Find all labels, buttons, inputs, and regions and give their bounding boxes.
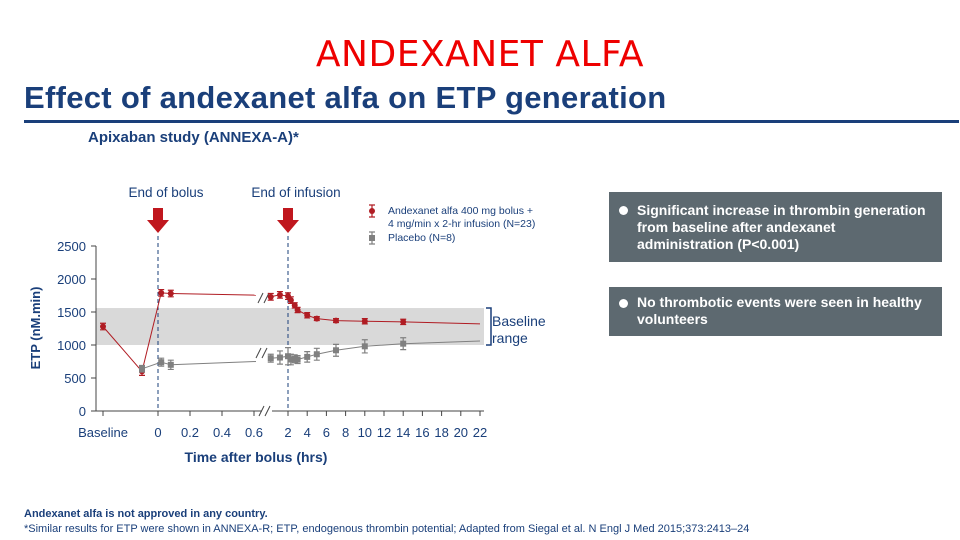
y-tick-label: 1000 <box>57 338 86 353</box>
x-tick-label: 2 <box>284 425 291 440</box>
y-tick-label: 500 <box>64 371 86 386</box>
info-panel-safety: No thrombotic events were seen in health… <box>609 287 942 336</box>
event-marker-label: End of infusion <box>251 185 340 200</box>
x-tick-label: Baseline <box>78 425 128 440</box>
data-point <box>304 312 311 319</box>
data-point <box>139 365 145 372</box>
x-tick-label: 0.6 <box>245 425 263 440</box>
data-point <box>361 343 368 350</box>
x-tick-label: 18 <box>434 425 448 440</box>
data-point <box>294 307 301 314</box>
data-point <box>287 356 294 363</box>
x-tick-label: 4 <box>304 425 311 440</box>
legend-marker <box>369 208 375 214</box>
data-point <box>304 353 311 360</box>
data-point <box>158 359 165 366</box>
event-marker-label: End of bolus <box>128 185 203 200</box>
x-tick-label: 0 <box>154 425 161 440</box>
data-point <box>276 354 283 361</box>
series-line <box>102 292 171 373</box>
y-tick-label: 2500 <box>57 239 86 254</box>
x-tick-label: 14 <box>396 425 410 440</box>
series-line <box>170 361 257 366</box>
series-break-icon <box>255 347 268 359</box>
baseline-range-band <box>96 308 484 345</box>
data-point <box>333 317 339 324</box>
x-tick-label: 0.4 <box>213 425 231 440</box>
y-tick-label: 0 <box>79 404 86 419</box>
data-point <box>313 351 320 358</box>
slide-title: Effect of andexanet alfa on ETP generati… <box>24 80 667 115</box>
baseline-range-label: Baseline <box>492 313 546 329</box>
panel-text: Significant increase in thrombin generat… <box>637 202 926 252</box>
title-divider <box>24 120 959 123</box>
data-point <box>313 315 320 322</box>
data-point <box>294 356 301 363</box>
x-tick-label: 10 <box>358 425 372 440</box>
x-tick-label: 12 <box>377 425 391 440</box>
legend-marker <box>369 235 375 241</box>
data-point <box>400 340 407 347</box>
axis-break-icon <box>258 405 271 417</box>
legend-label: 4 mg/min x 2-hr infusion (N=23) <box>388 218 535 230</box>
source-footnote: *Similar results for ETP were shown in A… <box>24 523 750 535</box>
chart-subtitle: Apixaban study (ANNEXA-A)* <box>88 129 299 146</box>
data-point <box>400 318 407 325</box>
panel-text: No thrombotic events were seen in health… <box>637 294 922 327</box>
data-point <box>333 347 339 354</box>
y-tick-label: 1500 <box>57 305 86 320</box>
x-tick-label: 20 <box>454 425 468 440</box>
y-tick-label: 2000 <box>57 272 86 287</box>
x-tick-label: 8 <box>342 425 349 440</box>
x-tick-label: 6 <box>323 425 330 440</box>
data-point <box>158 289 165 296</box>
data-point <box>267 293 274 300</box>
down-arrow-icon <box>147 208 169 233</box>
y-axis-title: ETP (nM.min) <box>28 287 43 370</box>
data-point <box>276 291 283 298</box>
series-line <box>170 293 257 296</box>
x-axis-title: Time after bolus (hrs) <box>185 449 328 465</box>
legend-label: Andexanet alfa 400 mg bolus + <box>388 205 533 217</box>
baseline-range-bracket <box>486 307 492 346</box>
series-line <box>141 361 171 370</box>
series-break-icon <box>257 292 270 304</box>
info-panel-significance: Significant increase in thrombin generat… <box>609 192 942 262</box>
data-point <box>100 323 106 330</box>
data-point <box>167 361 174 368</box>
bullet-icon <box>619 206 628 215</box>
data-point <box>287 297 294 304</box>
x-tick-label: 16 <box>415 425 429 440</box>
data-point <box>361 318 368 325</box>
x-tick-label: 22 <box>473 425 487 440</box>
banner-title: ANDEXANET ALFA <box>315 34 645 75</box>
approval-note: Andexanet alfa is not approved in any co… <box>24 508 268 520</box>
data-point <box>267 355 274 362</box>
baseline-range-label: range <box>492 330 528 346</box>
x-tick-label: 0.2 <box>181 425 199 440</box>
data-point <box>167 290 174 297</box>
bullet-icon <box>619 299 628 308</box>
data-point <box>285 353 291 360</box>
legend-label: Placebo (N=8) <box>388 232 455 244</box>
down-arrow-icon <box>277 208 299 233</box>
